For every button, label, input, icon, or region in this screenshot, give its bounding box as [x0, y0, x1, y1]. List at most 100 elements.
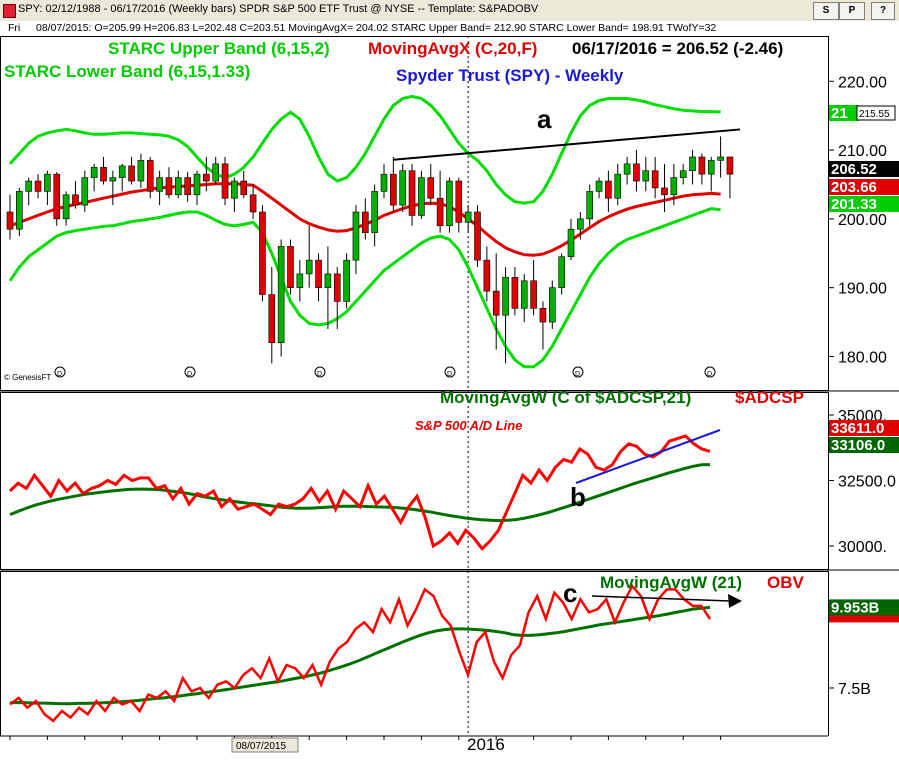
- obv-arrow-head: [728, 594, 742, 608]
- adline-ma-value-label: 33106.0: [831, 437, 885, 454]
- price-tick-label: 190.00: [838, 281, 887, 298]
- title-bar: SPY: 02/12/1988 - 06/17/2016 (Weekly bar…: [0, 0, 899, 22]
- genesis-watermark: © GenesisFT: [4, 373, 51, 382]
- candle-body: [175, 177, 182, 196]
- help-button[interactable]: ?: [871, 2, 895, 20]
- candle-body: [231, 180, 238, 199]
- candle-body: [184, 177, 191, 196]
- lower-band-value-label: 201.33: [831, 196, 877, 213]
- p-button[interactable]: P: [839, 2, 865, 20]
- candle-body: [586, 191, 594, 220]
- adline-ma-legend: MovingAvgW (C of $ADCSP,21): [440, 388, 691, 407]
- candle-body: [436, 197, 444, 227]
- candle-body: [661, 187, 668, 196]
- obv-moving-avg-line: [9, 605, 711, 706]
- last-value-legend: 06/17/2016 = 206.52 (-2.46): [572, 39, 783, 58]
- instrument-legend: Spyder Trust (SPY) - Weekly: [396, 66, 624, 85]
- chart-canvas: 220.00 210.00 200.00 190.00 180.00 a D D D D D D © G…: [0, 36, 899, 771]
- candle-body: [221, 163, 229, 199]
- day-label: Fri: [8, 22, 21, 34]
- moving-avg-value-label: 203.66: [831, 179, 877, 196]
- candle-body: [109, 177, 117, 182]
- adline-ma-value-label-box: [829, 437, 899, 453]
- window-title: SPY: 02/12/1988 - 06/17/2016 (Weekly bar…: [18, 3, 539, 15]
- candle-body: [240, 180, 248, 196]
- lower-band-value-label-box: [829, 196, 899, 212]
- candle-body: [34, 180, 42, 192]
- candle-body: [128, 165, 135, 182]
- adline-series-line: [8, 434, 711, 551]
- dividend-marker-icon: D: [444, 366, 456, 378]
- dividend-marker-letter: D: [57, 371, 62, 378]
- obv-ma-legend: MovingAvgW (21): [600, 573, 742, 592]
- annotation-a: a: [537, 104, 552, 134]
- adline-tick-label: 32500.0: [838, 474, 896, 491]
- price-tick-label: 220.00: [838, 74, 887, 91]
- candle-body: [567, 228, 575, 258]
- candle-body: [390, 173, 397, 206]
- starc-lower-band-line: [8, 207, 721, 369]
- candle-body: [520, 280, 528, 309]
- starc-lower-legend: STARC Lower Band (6,15,1.33): [4, 62, 250, 81]
- candle-body: [642, 170, 650, 182]
- candle-body: [651, 170, 659, 189]
- obv-series-line: [9, 583, 712, 723]
- dividend-marker-circle: [444, 366, 456, 378]
- candle-body: [212, 163, 219, 182]
- candle-body: [539, 308, 547, 323]
- candle-body: [670, 177, 678, 196]
- obv-value-label: 9.953B: [831, 599, 880, 616]
- s-button[interactable]: S: [813, 2, 839, 20]
- dividend-marker-letter: D: [187, 371, 192, 378]
- candle-body: [558, 256, 565, 288]
- annotation-c: c: [563, 578, 577, 608]
- app-icon: [3, 4, 16, 18]
- obv-value-label-box: [829, 599, 899, 616]
- candle-body: [118, 165, 126, 178]
- dividend-marker-circle: [54, 366, 66, 378]
- upper-band-partial-box: [829, 105, 859, 121]
- upper-band-value-label: 215.55: [859, 109, 890, 120]
- candle-body: [371, 191, 378, 233]
- cursor-date-box: [231, 737, 299, 753]
- obv-red-box: [829, 612, 899, 623]
- candle-body: [595, 180, 603, 192]
- annotation-b: b: [570, 482, 586, 512]
- adline-value-label-box: [829, 420, 899, 436]
- candle-body: [698, 156, 706, 175]
- candle-body: [296, 273, 304, 288]
- moving-avg-value-label-box: [829, 179, 899, 195]
- candle-body: [259, 211, 266, 295]
- candle-body: [577, 218, 584, 230]
- ohlc-info-bar: Fri 08/07/2015: O=205.99 H=206.83 L=202.…: [0, 21, 899, 36]
- candle-body: [203, 173, 210, 182]
- candle-body: [305, 259, 313, 275]
- candle-body: [548, 287, 556, 323]
- dividend-marker-icon: D: [572, 366, 584, 378]
- dividend-marker-letter: D: [575, 371, 580, 378]
- candle-body: [81, 177, 89, 206]
- upper-band-value-box: [856, 105, 896, 121]
- obv-arrow-line: [591, 595, 731, 602]
- starc-upper-legend: STARC Upper Band (6,15,2): [108, 39, 330, 58]
- candle-body: [25, 180, 33, 192]
- x-axis-area: [0, 736, 899, 771]
- adline-title: S&P 500 A/D Line: [415, 418, 522, 433]
- candle-body: [502, 277, 509, 316]
- candle-body: [446, 180, 453, 227]
- candle-body: [137, 160, 145, 182]
- candle-body: [717, 156, 724, 161]
- adline-trendline: [575, 429, 721, 484]
- dividend-marker-circle: [184, 366, 196, 378]
- candle-body: [100, 166, 107, 182]
- candle-body: [726, 156, 734, 175]
- adline-value-label: 33611.0: [831, 420, 884, 437]
- candle-body: [193, 173, 201, 196]
- candle-body: [249, 194, 257, 213]
- adline-tick-label: 30000.: [838, 539, 887, 556]
- candle-body: [361, 211, 369, 233]
- candle-body: [455, 180, 463, 223]
- cursor-date-label: 08/07/2015: [236, 741, 286, 752]
- dividend-marker-letter: D: [317, 371, 322, 378]
- last-close-label-box: [829, 161, 899, 177]
